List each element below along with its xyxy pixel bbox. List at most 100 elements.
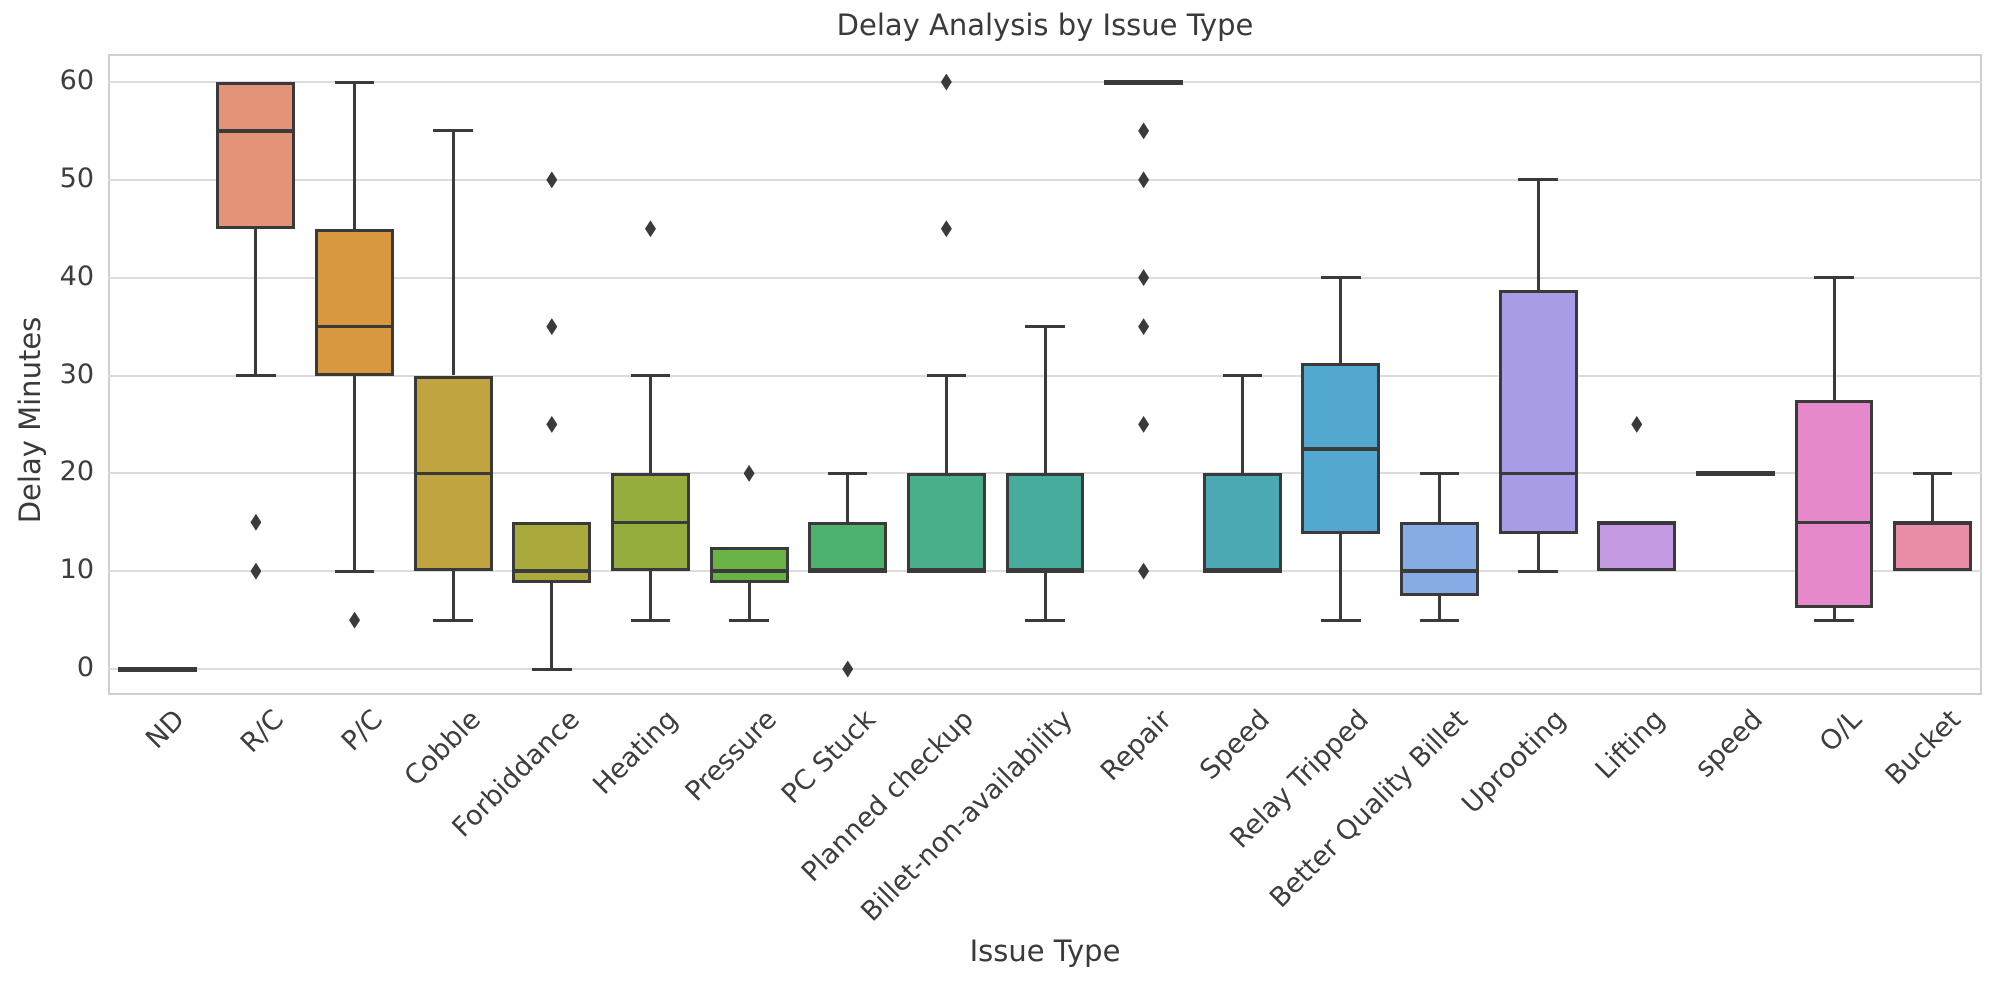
lower-whisker-cap (1518, 569, 1558, 573)
box-Better Quality Billet (1400, 522, 1479, 596)
x-tick-label: O/L (1813, 704, 1868, 759)
box-Billet-non-availability (1005, 473, 1085, 572)
x-tick-label: PC Stuck (775, 704, 882, 811)
lower-whisker-cap (433, 618, 473, 622)
upper-whisker (1931, 473, 1935, 523)
median-line (315, 324, 395, 329)
lower-whisker-cap (1814, 618, 1854, 622)
upper-whisker-cap (828, 471, 868, 475)
median-line (906, 569, 986, 573)
x-tick-label: R/C (234, 704, 290, 759)
median-line (1498, 471, 1578, 476)
x-tick-label: Uprooting (1456, 704, 1573, 820)
median-line (709, 569, 789, 573)
outlier-point (250, 562, 262, 580)
lower-whisker-cap (1025, 618, 1065, 622)
median-line (1597, 520, 1677, 524)
box-Planned checkup (906, 473, 986, 572)
upper-whisker (1240, 375, 1244, 474)
upper-whisker-cap (1419, 471, 1460, 475)
upper-whisker-cap (1025, 325, 1065, 329)
y-tick-label: 50 (59, 162, 94, 194)
upper-whisker-cap (630, 374, 671, 377)
outlier-point (546, 415, 558, 433)
outlier-point (644, 220, 656, 238)
lower-whisker-cap (729, 618, 769, 622)
median-line (808, 569, 888, 573)
x-tick-label: Pressure (679, 704, 784, 808)
upper-whisker (353, 82, 357, 229)
y-axis-label: Delay Minutes (13, 316, 47, 524)
lower-whisker-cap (1419, 618, 1460, 622)
median-line (512, 569, 592, 573)
upper-whisker (1043, 326, 1047, 474)
box-Speed (1202, 473, 1282, 572)
outlier-point (1138, 171, 1150, 189)
outlier-point (250, 513, 262, 531)
box-P/C (315, 228, 395, 376)
lower-whisker (353, 375, 357, 572)
y-tick-label: 40 (59, 260, 94, 292)
box-Bucket (1893, 522, 1973, 572)
outlier-point (1138, 122, 1150, 140)
lower-whisker (747, 583, 751, 621)
lower-whisker-cap (532, 667, 572, 671)
x-axis-label: Issue Type (969, 934, 1121, 968)
gridline-0 (108, 668, 1982, 670)
y-tick-label: 30 (59, 358, 94, 390)
lower-whisker (1536, 534, 1540, 572)
lower-whisker-cap (1321, 618, 1361, 622)
x-tick-label: Speed (1194, 704, 1277, 786)
lower-whisker (550, 583, 554, 669)
median-line (611, 520, 690, 524)
lower-whisker (1438, 595, 1442, 621)
lower-whisker (1043, 571, 1047, 621)
y-tick-label: 10 (59, 554, 94, 586)
median-line (413, 471, 493, 476)
lower-whisker (254, 228, 258, 376)
x-tick-label: ND (140, 704, 192, 755)
y-tick-label: 60 (59, 65, 94, 96)
upper-whisker-cap (1321, 276, 1361, 280)
upper-whisker-cap (1222, 374, 1262, 377)
median-line (1893, 520, 1973, 524)
outlier-point (743, 464, 755, 482)
outlier-point (1631, 415, 1643, 433)
lower-whisker-cap (334, 569, 375, 573)
upper-whisker (1339, 277, 1343, 364)
upper-whisker (1438, 473, 1442, 523)
median-line (216, 129, 296, 133)
box-PC Stuck (808, 522, 888, 572)
outlier-point (842, 660, 854, 678)
collapsed-box-speed (1695, 470, 1775, 476)
box-Forbiddance (512, 522, 592, 584)
x-tick-label: Repair (1094, 704, 1178, 788)
upper-whisker-cap (1518, 178, 1558, 182)
upper-whisker (1832, 277, 1836, 400)
upper-whisker-cap (926, 374, 967, 377)
lower-whisker (1832, 607, 1836, 621)
gridline-50 (108, 178, 1982, 181)
chart-title: Delay Analysis by Issue Type (836, 8, 1254, 42)
box-Lifting (1597, 522, 1677, 572)
x-tick-label: Lifting (1589, 704, 1671, 786)
upper-whisker (451, 130, 455, 376)
x-tick-label: P/C (335, 704, 389, 758)
box-O/L (1794, 399, 1874, 608)
x-tick-label: Cobble (398, 704, 488, 793)
lower-whisker (451, 571, 455, 621)
y-tick-label: 20 (59, 456, 94, 488)
lower-whisker (648, 571, 652, 621)
upper-whisker (944, 375, 948, 474)
gridline-40 (108, 276, 1982, 279)
y-tick-label: 0 (76, 652, 94, 683)
x-tick-label: Bucket (1879, 704, 1967, 792)
median-line (1005, 569, 1085, 573)
lower-whisker (1339, 534, 1343, 621)
box-R/C (216, 82, 296, 229)
upper-whisker (648, 375, 652, 474)
collapsed-box-Repair (1104, 79, 1184, 85)
lower-whisker-cap (236, 374, 276, 377)
gridline-60 (108, 81, 1982, 83)
